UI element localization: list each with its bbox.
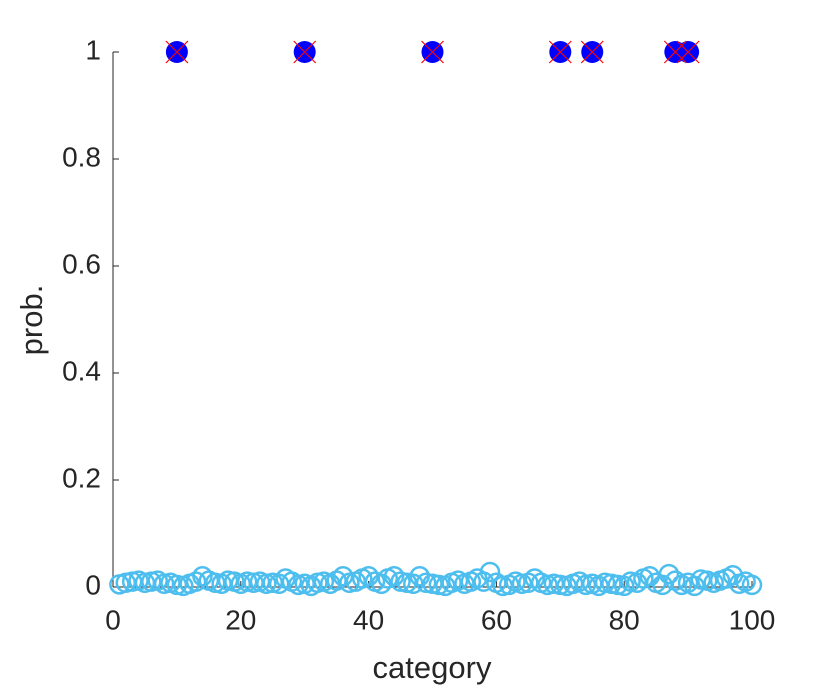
point [684, 575, 705, 597]
y-tick-label: 1 [85, 34, 101, 65]
y-tick-label: 0.6 [62, 248, 101, 279]
point [383, 566, 405, 587]
cross-point [663, 40, 687, 64]
x-tick-label: 100 [729, 604, 776, 635]
cross-point [165, 40, 189, 64]
x-tick-label: 40 [353, 604, 384, 635]
y-tick-label: 0.8 [62, 141, 101, 172]
cross-point [676, 40, 700, 64]
cross-point [548, 40, 572, 64]
point [658, 563, 680, 585]
point [741, 574, 763, 596]
cross-point [293, 40, 317, 64]
cross-point [421, 40, 444, 64]
x-tick-label: 20 [225, 604, 256, 635]
y-tick-label: 0.2 [62, 462, 101, 493]
y-axis-label: prob. [14, 285, 49, 356]
x-tick-label: 0 [105, 604, 121, 635]
x-axis-label: category [373, 650, 492, 685]
x-tick-label: 60 [481, 604, 512, 635]
point [332, 566, 354, 587]
cross-point [580, 40, 604, 64]
y-tick-label: 0 [85, 569, 101, 600]
point [479, 561, 501, 583]
x-tick-label: 80 [609, 604, 640, 635]
y-tick-label: 0.4 [62, 355, 101, 386]
